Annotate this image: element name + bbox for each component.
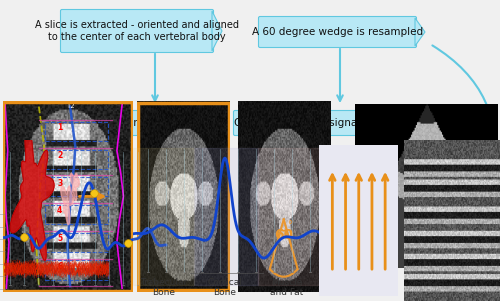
FancyBboxPatch shape <box>258 17 416 48</box>
Bar <box>46 205 108 224</box>
Text: 3: 3 <box>57 178 62 188</box>
Text: Cortical
Bone: Cortical Bone <box>208 278 242 297</box>
Text: °: ° <box>288 220 292 230</box>
Text: 1: 1 <box>57 123 62 132</box>
Bar <box>258 148 325 285</box>
Text: A slice is extracted - oriented and aligned
to the center of each vertebral body: A slice is extracted - oriented and alig… <box>35 20 239 42</box>
Text: Giving 60 cortical signals: Giving 60 cortical signals <box>234 118 366 128</box>
Bar <box>46 233 108 252</box>
Text: T2: T2 <box>66 104 74 110</box>
Text: 5: 5 <box>57 234 62 243</box>
Polygon shape <box>375 112 385 134</box>
Bar <box>132 148 194 285</box>
Text: Signals processed: Signals processed <box>117 118 211 128</box>
Bar <box>46 122 108 141</box>
Text: Then straightened: Then straightened <box>386 118 482 128</box>
Polygon shape <box>61 186 74 225</box>
Polygon shape <box>365 112 375 134</box>
Text: 6: 6 <box>57 262 62 271</box>
Polygon shape <box>213 112 223 134</box>
FancyBboxPatch shape <box>319 145 398 296</box>
Bar <box>46 177 108 196</box>
Bar <box>46 260 108 280</box>
Text: A 60 degree wedge is resampled: A 60 degree wedge is resampled <box>252 27 423 37</box>
Polygon shape <box>10 116 54 260</box>
Polygon shape <box>212 11 222 51</box>
Polygon shape <box>415 18 425 46</box>
Bar <box>46 150 108 169</box>
Text: 4: 4 <box>57 206 62 215</box>
Text: Muscle
and Fat: Muscle and Fat <box>270 278 303 297</box>
FancyBboxPatch shape <box>114 110 214 135</box>
Polygon shape <box>70 173 80 201</box>
FancyBboxPatch shape <box>234 110 366 135</box>
FancyBboxPatch shape <box>384 110 484 135</box>
Text: 60: 60 <box>274 228 293 242</box>
Bar <box>194 148 258 285</box>
FancyBboxPatch shape <box>60 10 214 52</box>
Text: Trabecular
Bone: Trabecular Bone <box>140 278 187 297</box>
Text: 2: 2 <box>57 151 62 160</box>
